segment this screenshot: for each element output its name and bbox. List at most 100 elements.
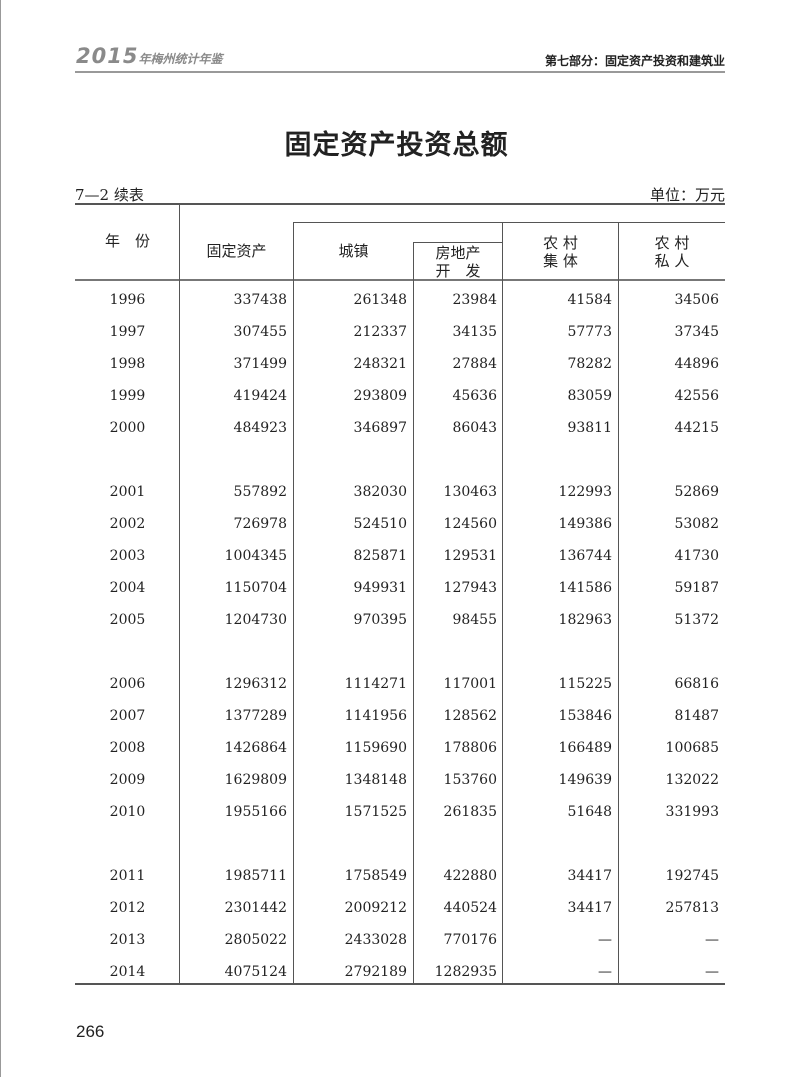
cell-year: 2007 <box>109 708 146 724</box>
section-title: 第七部分：固定资产投资和建筑业 <box>544 54 725 68</box>
page-title: 固定资产投资总额 <box>284 130 509 161</box>
cell-rural-private: 59187 <box>674 580 719 596</box>
cell-year: 2004 <box>109 580 146 596</box>
cell-real-estate: 130463 <box>443 484 497 500</box>
cell-year: 1998 <box>109 356 146 372</box>
cell-fixed-assets: 484923 <box>233 420 287 436</box>
header-urban: 城镇 <box>338 242 369 260</box>
cell-year: 2014 <box>109 964 146 980</box>
header-bottom-rule <box>75 279 725 281</box>
cell-rural-private: 44215 <box>674 420 719 436</box>
cell-rural-collective: 153846 <box>558 708 612 724</box>
header-rural-collective-1: 农 村 <box>543 234 578 252</box>
cell-fixed-assets: 1150704 <box>224 580 287 596</box>
cell-year: 2000 <box>109 420 146 436</box>
cell-real-estate: 124560 <box>443 516 497 532</box>
cell-fixed-assets: 2805022 <box>224 932 287 948</box>
cell-rural-private: 44896 <box>674 356 719 372</box>
cell-rural-collective: 41584 <box>567 292 612 308</box>
column-divider <box>179 205 180 983</box>
cell-rural-collective: 149386 <box>558 516 612 532</box>
column-divider <box>502 222 503 983</box>
cell-fixed-assets: 1377289 <box>224 708 287 724</box>
cell-real-estate: 770176 <box>443 932 497 948</box>
cell-real-estate: 178806 <box>443 740 497 756</box>
cell-fixed-assets: 371499 <box>233 356 287 372</box>
cell-urban: 825871 <box>353 548 407 564</box>
header-rural-collective-2: 集 体 <box>543 252 578 270</box>
cell-year: 2001 <box>109 484 146 500</box>
cell-real-estate: 23984 <box>452 292 497 308</box>
header-year: 年 份 <box>104 232 150 250</box>
cell-fixed-assets: 557892 <box>233 484 287 500</box>
cell-fixed-assets: 1004345 <box>224 548 287 564</box>
cell-urban: 346897 <box>353 420 407 436</box>
cell-rural-private: — <box>705 932 719 948</box>
cell-year: 2009 <box>109 772 146 788</box>
cell-rural-collective: 149639 <box>558 772 612 788</box>
table-top-rule <box>75 203 725 205</box>
cell-rural-private: 37345 <box>674 324 719 340</box>
cell-rural-collective: 57773 <box>567 324 612 340</box>
cell-urban: 1758549 <box>344 868 407 884</box>
cell-year: 1997 <box>109 324 146 340</box>
cell-year: 2011 <box>109 868 146 884</box>
cell-fixed-assets: 1955166 <box>224 804 287 820</box>
cell-year: 2005 <box>109 612 146 628</box>
cell-rural-collective: 136744 <box>558 548 612 564</box>
cell-year: 2006 <box>109 676 146 692</box>
cell-urban: 970395 <box>353 612 407 628</box>
cell-rural-collective: 166489 <box>558 740 612 756</box>
cell-fixed-assets: 419424 <box>233 388 287 404</box>
cell-fixed-assets: 1426864 <box>224 740 287 756</box>
cell-rural-collective: 93811 <box>567 420 612 436</box>
cell-urban: 2792189 <box>344 964 407 980</box>
group-rule <box>293 222 725 223</box>
cell-real-estate: 45636 <box>452 388 497 404</box>
yearbook-brand: 2015年梅州统计年鉴 <box>76 44 222 68</box>
cell-real-estate: 129531 <box>443 548 497 564</box>
cell-rural-collective: 51648 <box>567 804 612 820</box>
unit-label: 单位：万元 <box>649 186 725 204</box>
cell-rural-private: 192745 <box>665 868 719 884</box>
cell-urban: 261348 <box>353 292 407 308</box>
cell-real-estate: 422880 <box>443 868 497 884</box>
table-number: 7—2 续表 <box>75 186 144 204</box>
cell-urban: 2009212 <box>344 900 407 916</box>
cell-real-estate: 261835 <box>443 804 497 820</box>
cell-urban: 1114271 <box>344 676 407 692</box>
cell-fixed-assets: 2301442 <box>224 900 287 916</box>
cell-year: 2012 <box>109 900 146 916</box>
cell-year: 1996 <box>109 292 146 308</box>
cell-rural-collective: 83059 <box>567 388 612 404</box>
cell-rural-private: 53082 <box>674 516 719 532</box>
cell-urban: 524510 <box>353 516 407 532</box>
cell-year: 2008 <box>109 740 146 756</box>
cell-real-estate: 86043 <box>452 420 497 436</box>
cell-rural-private: 42556 <box>674 388 719 404</box>
column-divider <box>293 222 294 983</box>
cell-year: 2010 <box>109 804 146 820</box>
cell-real-estate: 440524 <box>443 900 497 916</box>
header-rural-private-2: 私 人 <box>654 252 690 270</box>
cell-fixed-assets: 307455 <box>233 324 287 340</box>
cell-fixed-assets: 1296312 <box>224 676 287 692</box>
cell-real-estate: 127943 <box>443 580 497 596</box>
cell-urban: 949931 <box>353 580 407 596</box>
cell-urban: 1159690 <box>344 740 407 756</box>
cell-rural-private: 51372 <box>674 612 719 628</box>
cell-urban: 2433028 <box>344 932 407 948</box>
cell-urban: 293809 <box>353 388 407 404</box>
cell-urban: 1348148 <box>344 772 407 788</box>
cell-rural-private: 34506 <box>674 292 719 308</box>
cell-rural-private: 331993 <box>665 804 719 820</box>
cell-rural-collective: 122993 <box>558 484 612 500</box>
cell-urban: 248321 <box>353 356 407 372</box>
cell-year: 2003 <box>109 548 146 564</box>
cell-rural-private: 41730 <box>674 548 719 564</box>
cell-rural-private: 66816 <box>674 676 719 692</box>
cell-year: 2013 <box>109 932 146 948</box>
column-divider <box>413 242 414 983</box>
cell-fixed-assets: 1204730 <box>224 612 287 628</box>
cell-rural-collective: 34417 <box>567 900 612 916</box>
